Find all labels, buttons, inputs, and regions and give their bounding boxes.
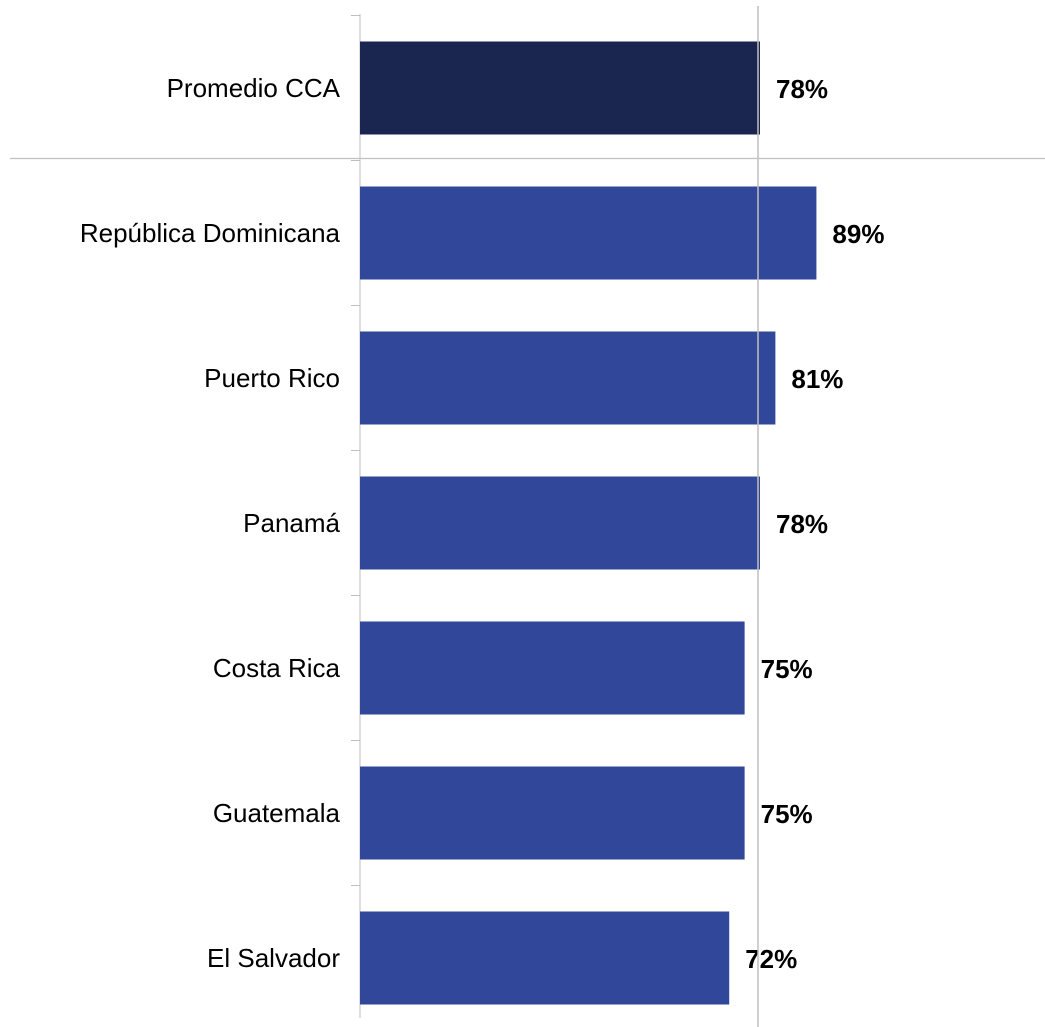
labels-layer: Promedio CCA 78% República Dominicana 89% Pu… — [80, 73, 885, 974]
bar — [360, 331, 776, 425]
data-label: 78% — [776, 509, 828, 539]
category-label: Costa Rica — [213, 653, 341, 683]
bar — [360, 186, 817, 280]
bar — [360, 766, 745, 860]
bar — [360, 911, 730, 1005]
data-label: 81% — [791, 364, 843, 394]
category-label: El Salvador — [207, 943, 340, 973]
bars-layer — [360, 41, 817, 1005]
category-label: Panamá — [243, 508, 340, 538]
data-label: 89% — [832, 219, 884, 249]
data-label: 72% — [745, 944, 797, 974]
data-label: 75% — [761, 799, 813, 829]
bar — [360, 476, 760, 570]
category-label: Puerto Rico — [204, 363, 340, 393]
category-label: República Dominicana — [80, 218, 341, 248]
data-label: 78% — [776, 74, 828, 104]
bar — [360, 621, 745, 715]
data-label: 75% — [761, 654, 813, 684]
category-label: Promedio CCA — [167, 73, 341, 103]
bar-average — [360, 41, 760, 135]
category-label: Guatemala — [213, 798, 341, 828]
